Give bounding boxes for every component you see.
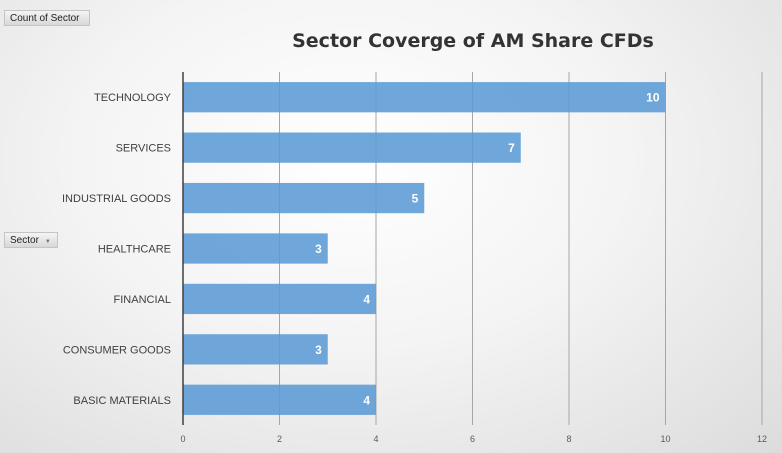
bar[interactable] <box>183 384 376 415</box>
bar[interactable] <box>183 132 521 163</box>
category-label: BASIC MATERIALS <box>73 395 171 407</box>
category-label: TECHNOLOGY <box>94 92 172 104</box>
x-tick-label: 12 <box>757 434 767 444</box>
category-label: SERVICES <box>116 143 171 155</box>
x-tick-label: 4 <box>373 434 378 444</box>
category-label: HEALTHCARE <box>98 244 171 256</box>
category-label: INDUSTRIAL GOODS <box>62 193 171 205</box>
data-label: 5 <box>412 192 419 206</box>
x-tick-label: 8 <box>566 434 571 444</box>
category-label: FINANCIAL <box>114 294 171 306</box>
sector-field-label: Sector <box>10 235 39 246</box>
bar[interactable] <box>183 334 328 365</box>
sector-field-button[interactable]: Sector ▼ <box>4 232 58 248</box>
data-label: 4 <box>363 393 370 407</box>
x-tick-label: 0 <box>180 434 185 444</box>
count-of-sector-label: Count of Sector <box>10 13 80 24</box>
gridlines <box>279 72 763 425</box>
labels: 0 2 4 6 8 10 12 TECHNOLOGY 10 SERVICES 7 INDUSTRIAL… <box>62 91 767 444</box>
category-label: CONSUMER GOODS <box>63 344 171 356</box>
bars <box>183 82 666 415</box>
x-tick-label: 2 <box>277 434 282 444</box>
bar[interactable] <box>183 182 425 214</box>
x-tick-label: 10 <box>660 434 670 444</box>
bar[interactable] <box>183 82 666 113</box>
data-label: 3 <box>315 343 322 357</box>
data-label: 3 <box>315 242 322 256</box>
data-label: 10 <box>646 91 660 105</box>
x-tick-label: 6 <box>470 434 475 444</box>
data-label: 7 <box>508 141 515 155</box>
bar[interactable] <box>183 233 328 264</box>
data-label: 4 <box>363 292 370 306</box>
bar[interactable] <box>183 283 376 315</box>
count-of-sector-field-button[interactable]: Count of Sector <box>4 10 90 26</box>
chart-title: Sector Coverge of AM Share CFDs <box>292 30 654 52</box>
chevron-down-icon[interactable]: ▼ <box>44 239 51 245</box>
